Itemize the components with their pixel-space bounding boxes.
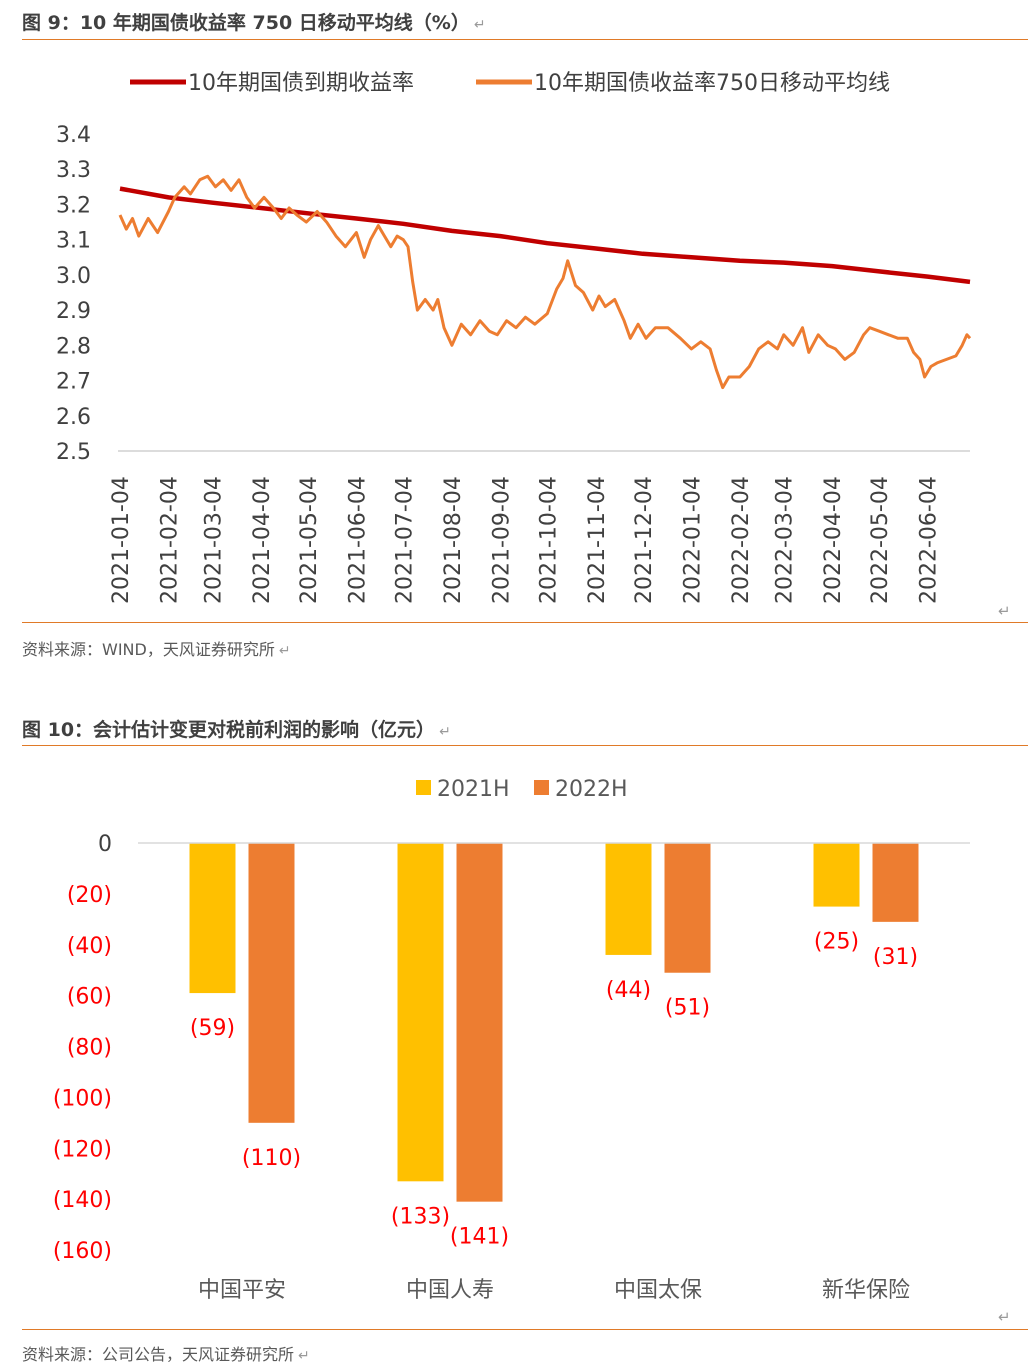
y-tick-label: 2.9: [56, 299, 91, 324]
bar-2021H-3: [813, 843, 860, 907]
bar-2022H-1: [456, 843, 503, 1202]
x-tick-label: 2022-01-04: [680, 476, 705, 604]
data-label: (110): [242, 1146, 301, 1171]
legend-label: 2022H: [555, 777, 628, 802]
figure2-bottom-rule: [22, 1329, 1028, 1330]
data-label: (59): [190, 1016, 235, 1041]
y-tick-label: 3.2: [56, 193, 91, 218]
bar-2022H-2: [664, 843, 711, 973]
x-tick-label: 2022-02-04: [729, 476, 754, 604]
series-line-yield: [118, 174, 972, 390]
legend-label: 10年期国债到期收益率: [188, 71, 414, 96]
line-chart: 10年期国债到期收益率 10年期国债收益率750日移动平均线 3.4 3.3 3.2 3…: [56, 71, 972, 604]
data-label: (31): [873, 945, 918, 970]
y-tick-label: 3.1: [56, 229, 91, 254]
x-tick-label: 2021-08-04: [441, 476, 466, 604]
x-tick-label: 2022-05-04: [868, 476, 893, 604]
y-tick-label: (160): [53, 1239, 112, 1264]
x-tick-label: 2021-09-04: [489, 476, 514, 604]
figure2-title: 图 10：会计估计变更对税前利润的影响（亿元） ↵: [22, 719, 451, 741]
bar-2021H-0: [189, 843, 236, 994]
y-tick-label: 2.7: [56, 370, 91, 395]
y-tick-label: 3.4: [56, 123, 91, 148]
y-tick-label: 3.0: [56, 264, 91, 289]
legend-label: 2021H: [437, 777, 510, 802]
bar-2022H-3: [872, 843, 919, 922]
y-tick-label: (120): [53, 1137, 112, 1162]
y-tick-label: 3.3: [56, 158, 91, 183]
return-mark: ↵: [998, 1308, 1011, 1326]
x-tick-label: 2021-02-04: [158, 476, 183, 604]
y-tick-label: (40): [67, 934, 112, 959]
bar-2021H-2: [605, 843, 652, 955]
legend-swatch: [534, 780, 549, 795]
x-tick-label: 2022-03-04: [773, 476, 798, 604]
figure1-top-rule: [22, 39, 1028, 40]
category-label: 中国太保: [614, 1278, 702, 1303]
y-tick-label: 2.6: [56, 405, 91, 430]
x-tick-label: 2021-10-04: [536, 476, 561, 604]
x-tick-label: 2021-05-04: [297, 476, 322, 604]
figure1-source: 资料来源：WIND，天风证券研究所 ↵: [22, 640, 291, 659]
x-tick-label: 2021-04-04: [250, 476, 275, 604]
figure2-source: 资料来源：公司公告，天风证券研究所 ↵: [22, 1345, 310, 1364]
data-label: (25): [814, 930, 859, 955]
x-tick-label: 2021-06-04: [345, 476, 370, 604]
bar-2021H-1: [397, 843, 444, 1182]
x-tick-label: 2021-07-04: [392, 476, 417, 604]
bar-2022H-0: [248, 843, 295, 1123]
data-label: (133): [391, 1204, 450, 1229]
bar-chart: 2021H 2022H 0 (20) (40) (60) (80) (100) (120) (1…: [53, 777, 970, 1303]
y-tick-label: 0: [98, 832, 112, 857]
category-label: 新华保险: [822, 1278, 910, 1303]
category-label: 中国平安: [198, 1278, 286, 1303]
x-tick-label: 2021-12-04: [632, 476, 657, 604]
legend-swatch: [416, 780, 431, 795]
y-tick-label: 2.8: [56, 334, 91, 359]
x-tick-label: 2021-03-04: [201, 476, 226, 604]
x-tick-label: 2022-06-04: [917, 476, 942, 604]
figure2-top-rule: [22, 745, 1028, 746]
x-tick-label: 2022-04-04: [821, 476, 846, 604]
y-tick-label: (60): [67, 985, 112, 1010]
y-tick-label: (80): [67, 1036, 112, 1061]
y-tick-label: 2.5: [56, 440, 91, 465]
series-line-ma750: [119, 186, 971, 285]
data-label: (51): [665, 996, 710, 1021]
y-tick-label: (140): [53, 1188, 112, 1213]
figure1-title: 图 9：10 年期国债收益率 750 日移动平均线（%） ↵: [22, 12, 486, 34]
x-tick-label: 2021-11-04: [585, 476, 610, 604]
y-tick-label: (100): [53, 1086, 112, 1111]
legend-label: 10年期国债收益率750日移动平均线: [534, 71, 890, 96]
data-label: (44): [606, 978, 651, 1003]
data-label: (141): [450, 1225, 509, 1250]
category-label: 中国人寿: [406, 1278, 494, 1303]
x-tick-label: 2021-01-04: [109, 476, 134, 604]
return-mark: ↵: [998, 602, 1011, 620]
y-tick-label: (20): [67, 883, 112, 908]
figure1-bottom-rule: [22, 622, 1028, 623]
